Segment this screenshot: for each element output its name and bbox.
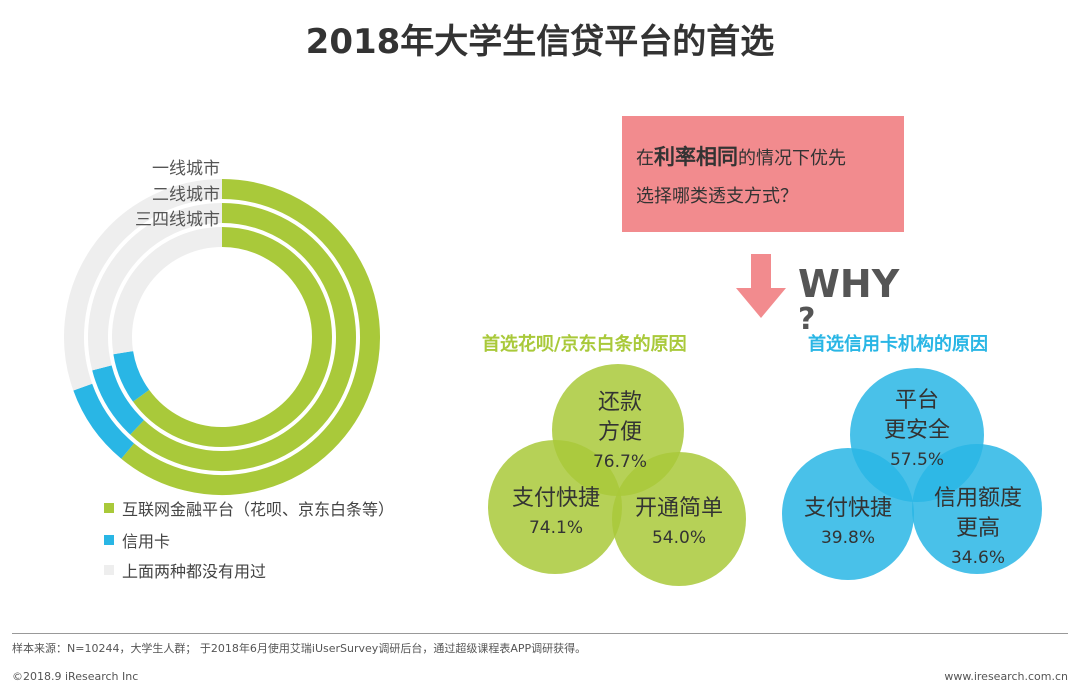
bubble-value-easy-open: 54.0% bbox=[651, 528, 706, 548]
ring-1-segment-2 bbox=[88, 203, 223, 371]
footer-note: 样本来源：N=10244，大学生人群； 于2018年6月使用艾瑞iUserSur… bbox=[12, 642, 587, 655]
ring-1-segment-0 bbox=[130, 203, 356, 471]
question-pre: 在 bbox=[636, 148, 654, 169]
bubble-pay-fast-left bbox=[488, 440, 622, 574]
legend-label-internet: 互联网金融平台（花呗、京东白条等） bbox=[122, 500, 395, 519]
legend-swatch-blue bbox=[104, 535, 114, 545]
page-title: 2018年大学生信贷平台的首选 bbox=[305, 22, 775, 62]
bubble-label-repay-1: 还款 bbox=[597, 390, 642, 415]
ring-1-segment-1 bbox=[92, 365, 145, 435]
bubble-text-safe: 平台 更安全 57.5% bbox=[857, 386, 977, 474]
ring-label-tier3: 三四线城市 bbox=[135, 210, 220, 230]
bubble-label-pay-fast-right: 支付快捷 bbox=[803, 496, 892, 521]
why-mark: ? bbox=[798, 302, 816, 337]
ring-2-segment-2 bbox=[112, 227, 223, 355]
question-bold: 利率相同 bbox=[654, 145, 738, 169]
bubble-value-safe: 57.5% bbox=[889, 450, 944, 470]
bubble-text-credit-limit: 信用额度 更高 34.6% bbox=[916, 484, 1040, 572]
donut-chart bbox=[64, 179, 380, 495]
bubble-label-safe-1: 平台 bbox=[894, 388, 939, 413]
bubble-value-credit-limit: 34.6% bbox=[950, 548, 1005, 568]
question-post: 的情况下优先 bbox=[738, 148, 846, 169]
bubble-pay-fast-right bbox=[782, 448, 914, 580]
bubble-easy-open bbox=[612, 452, 746, 586]
legend-item-internet: 互联网金融平台（花呗、京东白条等） bbox=[104, 496, 394, 520]
bubble-label-easy-open: 开通简单 bbox=[634, 496, 723, 521]
bubble-value-pay-fast-right: 39.8% bbox=[820, 528, 875, 548]
why-word: WHY bbox=[798, 262, 900, 306]
ring-label-tier2: 二线城市 bbox=[152, 185, 220, 205]
ring-0-segment-0 bbox=[121, 179, 380, 495]
legend-label-none: 上面两种都没有用过 bbox=[122, 562, 267, 581]
legend-label-credit-card: 信用卡 bbox=[122, 532, 171, 551]
bubble-text-pay-fast-right: 支付快捷 39.8% bbox=[786, 494, 910, 552]
bubble-value-repay: 76.7% bbox=[592, 452, 647, 472]
bubble-credit-limit bbox=[912, 444, 1042, 574]
legend-item-none: 上面两种都没有用过 bbox=[104, 558, 266, 582]
ring-0-segment-2 bbox=[64, 179, 223, 391]
footer-site: www.iresearch.com.cn bbox=[944, 670, 1068, 683]
legend-swatch-gray bbox=[104, 565, 114, 575]
why-label: WHY ? bbox=[798, 262, 908, 337]
footer-copyright: ©2018.9 iResearch Inc bbox=[12, 670, 139, 683]
bubble-text-repay: 还款 方便 76.7% bbox=[560, 388, 680, 476]
legend-item-credit-card: 信用卡 bbox=[104, 528, 170, 552]
bubble-label-repay-2: 方便 bbox=[597, 420, 642, 445]
bubble-label-safe-2: 更安全 bbox=[883, 418, 950, 443]
left-group-title: 首选花呗/京东白条的原因 bbox=[482, 334, 687, 355]
right-group-title: 首选信用卡机构的原因 bbox=[808, 334, 988, 355]
footer-divider bbox=[12, 633, 1068, 634]
bubble-label-credit-limit-1: 信用额度 bbox=[933, 486, 1022, 511]
question-line2: 选择哪类透支方式？ bbox=[636, 186, 798, 207]
legend-swatch-green bbox=[104, 503, 114, 513]
bubble-value-pay-fast-left: 74.1% bbox=[528, 518, 583, 538]
ring-2-segment-0 bbox=[133, 227, 332, 447]
bubble-text-easy-open: 开通简单 54.0% bbox=[616, 494, 742, 552]
question-box: 在利率相同的情况下优先 选择哪类透支方式？ bbox=[622, 116, 904, 232]
ring-0-segment-1 bbox=[73, 383, 135, 459]
bubble-label-pay-fast-left: 支付快捷 bbox=[511, 486, 600, 511]
bubble-label-credit-limit-2: 更高 bbox=[955, 516, 1000, 541]
down-arrow-icon bbox=[736, 254, 786, 318]
ring-2-segment-1 bbox=[113, 350, 150, 402]
bubble-text-pay-fast-left: 支付快捷 74.1% bbox=[494, 484, 618, 542]
ring-label-tier1: 一线城市 bbox=[152, 159, 220, 179]
